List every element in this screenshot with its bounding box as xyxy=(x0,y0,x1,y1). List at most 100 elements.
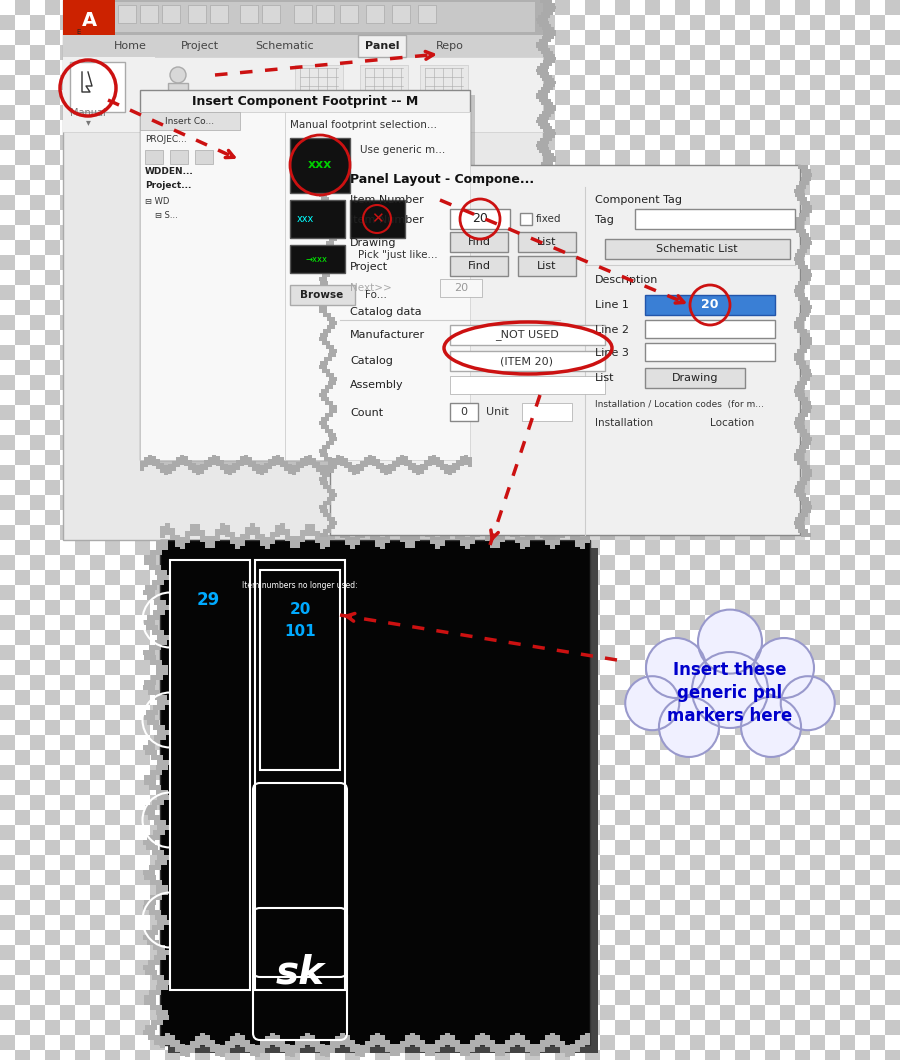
Bar xyxy=(480,750,495,765)
Bar xyxy=(825,0,840,15)
Bar xyxy=(75,900,90,915)
Bar xyxy=(840,375,855,390)
Bar xyxy=(150,285,165,300)
Bar xyxy=(375,15,390,30)
Bar xyxy=(780,615,795,630)
Bar xyxy=(570,300,585,315)
Bar xyxy=(765,1035,780,1050)
Bar xyxy=(870,900,885,915)
Bar xyxy=(405,480,420,495)
Bar xyxy=(345,495,360,510)
Bar xyxy=(720,705,735,720)
Bar xyxy=(600,720,615,735)
Bar xyxy=(750,344,765,360)
Bar xyxy=(798,529,808,533)
Bar xyxy=(90,960,105,975)
Bar xyxy=(375,300,390,315)
Bar xyxy=(148,909,160,915)
Bar xyxy=(120,405,135,420)
Bar xyxy=(45,930,60,946)
Bar xyxy=(795,570,810,585)
Bar xyxy=(270,315,285,330)
Bar xyxy=(345,735,360,750)
Bar xyxy=(105,930,120,946)
Bar xyxy=(570,900,585,915)
Bar xyxy=(305,524,310,535)
Bar xyxy=(405,360,420,375)
Bar xyxy=(795,390,810,405)
Bar xyxy=(536,318,549,321)
Bar xyxy=(735,660,750,675)
Bar xyxy=(240,705,255,720)
Bar xyxy=(435,135,450,151)
Bar xyxy=(325,401,333,405)
Bar xyxy=(15,570,30,585)
Bar xyxy=(105,960,120,975)
Bar xyxy=(300,0,315,15)
Bar xyxy=(60,120,75,135)
Bar xyxy=(330,525,345,540)
Bar xyxy=(600,0,615,15)
Bar xyxy=(45,1035,60,1050)
Bar xyxy=(165,915,180,930)
Bar xyxy=(120,870,135,885)
Bar xyxy=(90,825,105,840)
Bar xyxy=(705,405,720,420)
Bar xyxy=(15,1005,30,1020)
Bar xyxy=(525,915,540,930)
Bar xyxy=(645,285,660,300)
Bar xyxy=(585,270,600,285)
Bar xyxy=(328,325,336,329)
Bar xyxy=(60,344,75,360)
Bar xyxy=(840,435,855,450)
Bar xyxy=(840,270,855,285)
Bar xyxy=(135,1050,150,1060)
Bar xyxy=(375,780,390,795)
Bar xyxy=(435,540,450,555)
Bar xyxy=(435,1005,450,1020)
Circle shape xyxy=(659,697,719,757)
Bar xyxy=(0,480,15,495)
Bar xyxy=(855,720,870,735)
Bar xyxy=(465,420,480,435)
Bar xyxy=(735,825,750,840)
Bar xyxy=(345,1050,360,1060)
Bar xyxy=(340,526,345,538)
Bar xyxy=(675,135,690,151)
Bar xyxy=(542,36,554,39)
Bar xyxy=(630,151,645,165)
Bar xyxy=(840,180,855,195)
Bar xyxy=(90,225,105,240)
Bar xyxy=(345,855,360,870)
Bar xyxy=(825,720,840,735)
Bar xyxy=(855,795,870,810)
Bar xyxy=(802,341,812,344)
Bar xyxy=(705,810,720,825)
Bar xyxy=(225,1020,240,1035)
Bar xyxy=(538,300,551,303)
Bar xyxy=(810,435,825,450)
Bar xyxy=(240,660,255,675)
Bar xyxy=(135,525,150,540)
Bar xyxy=(330,285,345,300)
Bar xyxy=(245,527,250,538)
Bar xyxy=(735,900,750,915)
Bar xyxy=(210,750,225,765)
Bar xyxy=(495,585,510,600)
Text: Repo: Repo xyxy=(436,41,464,51)
Bar xyxy=(645,750,660,765)
Bar xyxy=(375,45,390,60)
Bar xyxy=(795,675,810,690)
Bar xyxy=(690,630,705,644)
Bar xyxy=(705,75,720,90)
Bar xyxy=(170,560,250,990)
Bar xyxy=(465,1044,470,1057)
Bar xyxy=(360,300,375,315)
Bar xyxy=(120,225,135,240)
Bar xyxy=(570,255,585,270)
Bar xyxy=(810,135,825,151)
Bar xyxy=(780,90,795,105)
Bar xyxy=(825,960,840,975)
Bar xyxy=(323,513,331,517)
Bar xyxy=(60,405,75,420)
